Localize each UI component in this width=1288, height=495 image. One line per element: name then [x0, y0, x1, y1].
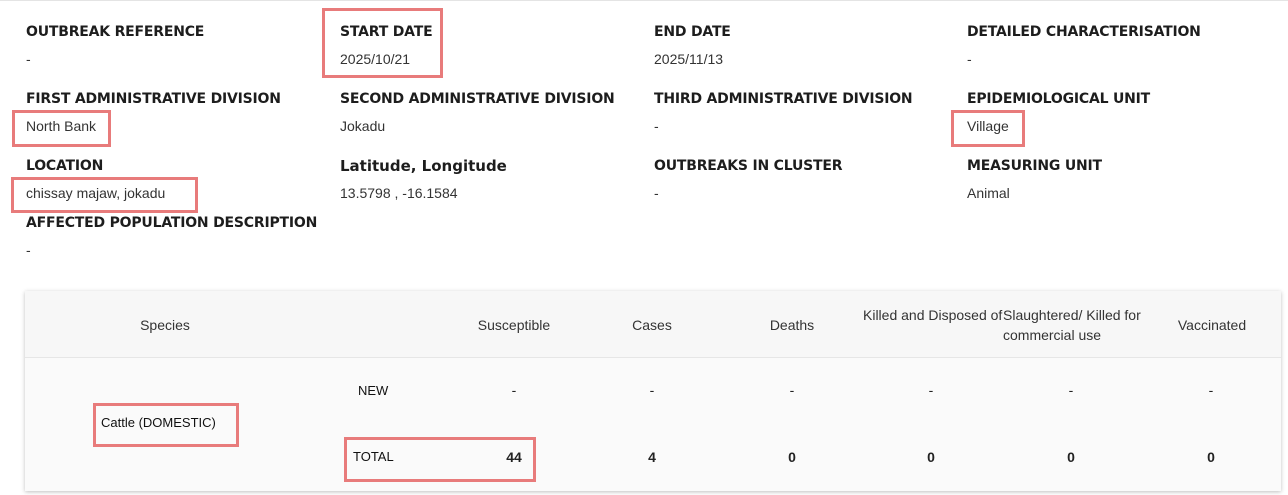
highlight-species-name [93, 403, 239, 447]
new-killed-disposed: - [928, 382, 934, 398]
detailed-characterisation-value: - [967, 51, 972, 67]
highlight-start-date [322, 8, 443, 78]
field-epidemiological-unit: EPIDEMIOLOGICAL UNIT Village [967, 91, 1150, 134]
header-killed-disposed: Killed and Disposed of [863, 307, 1003, 323]
highlight-location [11, 177, 198, 213]
third-admin-division-value: - [654, 118, 659, 134]
header-vaccinated: Vaccinated [1177, 317, 1247, 333]
top-divider [0, 0, 1288, 1]
field-end-date: END DATE 2025/11/13 [654, 24, 731, 67]
new-slaughtered: - [1068, 382, 1074, 398]
location-value: chissay majaw, jokadu [26, 185, 166, 201]
first-admin-division-value: North Bank [26, 118, 97, 134]
field-outbreak-reference: OUTBREAK REFERENCE - [26, 24, 204, 67]
end-date-label: END DATE [654, 24, 731, 40]
header-species: Species [140, 317, 190, 333]
highlight-total-susceptible [344, 437, 536, 482]
second-admin-division-label: SECOND ADMINISTRATIVE DIVISION [340, 91, 615, 107]
field-outbreaks-in-cluster: OUTBREAKS IN CLUSTER - [654, 158, 843, 201]
end-date-value: 2025/11/13 [654, 51, 724, 67]
third-admin-division-label: THIRD ADMINISTRATIVE DIVISION [654, 91, 913, 107]
table-header: Species Susceptible Cases Deaths Killed … [25, 291, 1281, 358]
outbreaks-in-cluster-label: OUTBREAKS IN CLUSTER [654, 158, 843, 174]
new-vaccinated: - [1208, 382, 1214, 398]
table-body: Cattle (DOMESTIC) NEW - - - - - - TOTAL … [25, 358, 1281, 491]
new-susceptible: - [511, 382, 517, 398]
total-cases: 4 [648, 449, 656, 465]
second-admin-division-value: Jokadu [340, 118, 386, 134]
total-vaccinated: 0 [1207, 449, 1215, 465]
field-second-admin-division: SECOND ADMINISTRATIVE DIVISION Jokadu [340, 91, 615, 134]
lat-long-value: 13.5798 , -16.1584 [340, 185, 458, 201]
total-susceptible: 44 [506, 449, 522, 465]
epidemiological-unit-value: Village [967, 118, 1009, 134]
field-lat-long: Latitude, Longitude 13.5798 , -16.1584 [340, 157, 507, 201]
outbreak-reference-label: OUTBREAK REFERENCE [26, 24, 205, 40]
affected-population-label: AFFECTED POPULATION DESCRIPTION [26, 215, 318, 231]
detailed-characterisation-label: DETAILED CHARACTERISATION [967, 24, 1201, 40]
field-affected-population: AFFECTED POPULATION DESCRIPTION - [26, 215, 317, 258]
location-label: LOCATION [26, 158, 104, 174]
measuring-unit-label: MEASURING UNIT [967, 158, 1102, 174]
field-start-date: START DATE 2025/10/21 [340, 24, 433, 67]
outbreaks-in-cluster-value: - [654, 185, 659, 201]
field-measuring-unit: MEASURING UNIT Animal [967, 158, 1102, 201]
field-location: LOCATION chissay majaw, jokadu [26, 158, 165, 201]
outbreak-reference-value: - [26, 51, 31, 67]
new-cases: - [649, 382, 655, 398]
highlight-first-admin-division [12, 110, 111, 147]
highlight-epidemiological-unit [951, 110, 1025, 147]
total-deaths: 0 [788, 449, 796, 465]
header-susceptible: Susceptible [477, 317, 551, 333]
total-killed-disposed: 0 [927, 449, 935, 465]
start-date-value: 2025/10/21 [340, 51, 411, 67]
measuring-unit-value: Animal [967, 185, 1010, 201]
start-date-label: START DATE [340, 24, 433, 40]
header-deaths: Deaths [769, 317, 815, 333]
header-slaughtered: Slaughtered/ Killed for commercial use [1003, 307, 1141, 343]
field-third-admin-division: THIRD ADMINISTRATIVE DIVISION - [654, 91, 913, 134]
new-deaths: - [789, 382, 795, 398]
species-table: Species Susceptible Cases Deaths Killed … [25, 291, 1281, 491]
first-admin-division-label: FIRST ADMINISTRATIVE DIVISION [26, 91, 281, 107]
affected-population-value: - [26, 242, 31, 258]
field-first-admin-division: FIRST ADMINISTRATIVE DIVISION North Bank [26, 91, 281, 134]
lat-long-label: Latitude, Longitude [340, 157, 507, 175]
species-name: Cattle (DOMESTIC) [101, 415, 216, 430]
total-slaughtered: 0 [1067, 449, 1075, 465]
field-detailed-characterisation: DETAILED CHARACTERISATION - [967, 24, 1201, 67]
epidemiological-unit-label: EPIDEMIOLOGICAL UNIT [967, 91, 1151, 107]
row-label-total: TOTAL [353, 449, 394, 464]
row-label-new: NEW [358, 383, 389, 398]
header-cases: Cases [632, 317, 672, 333]
